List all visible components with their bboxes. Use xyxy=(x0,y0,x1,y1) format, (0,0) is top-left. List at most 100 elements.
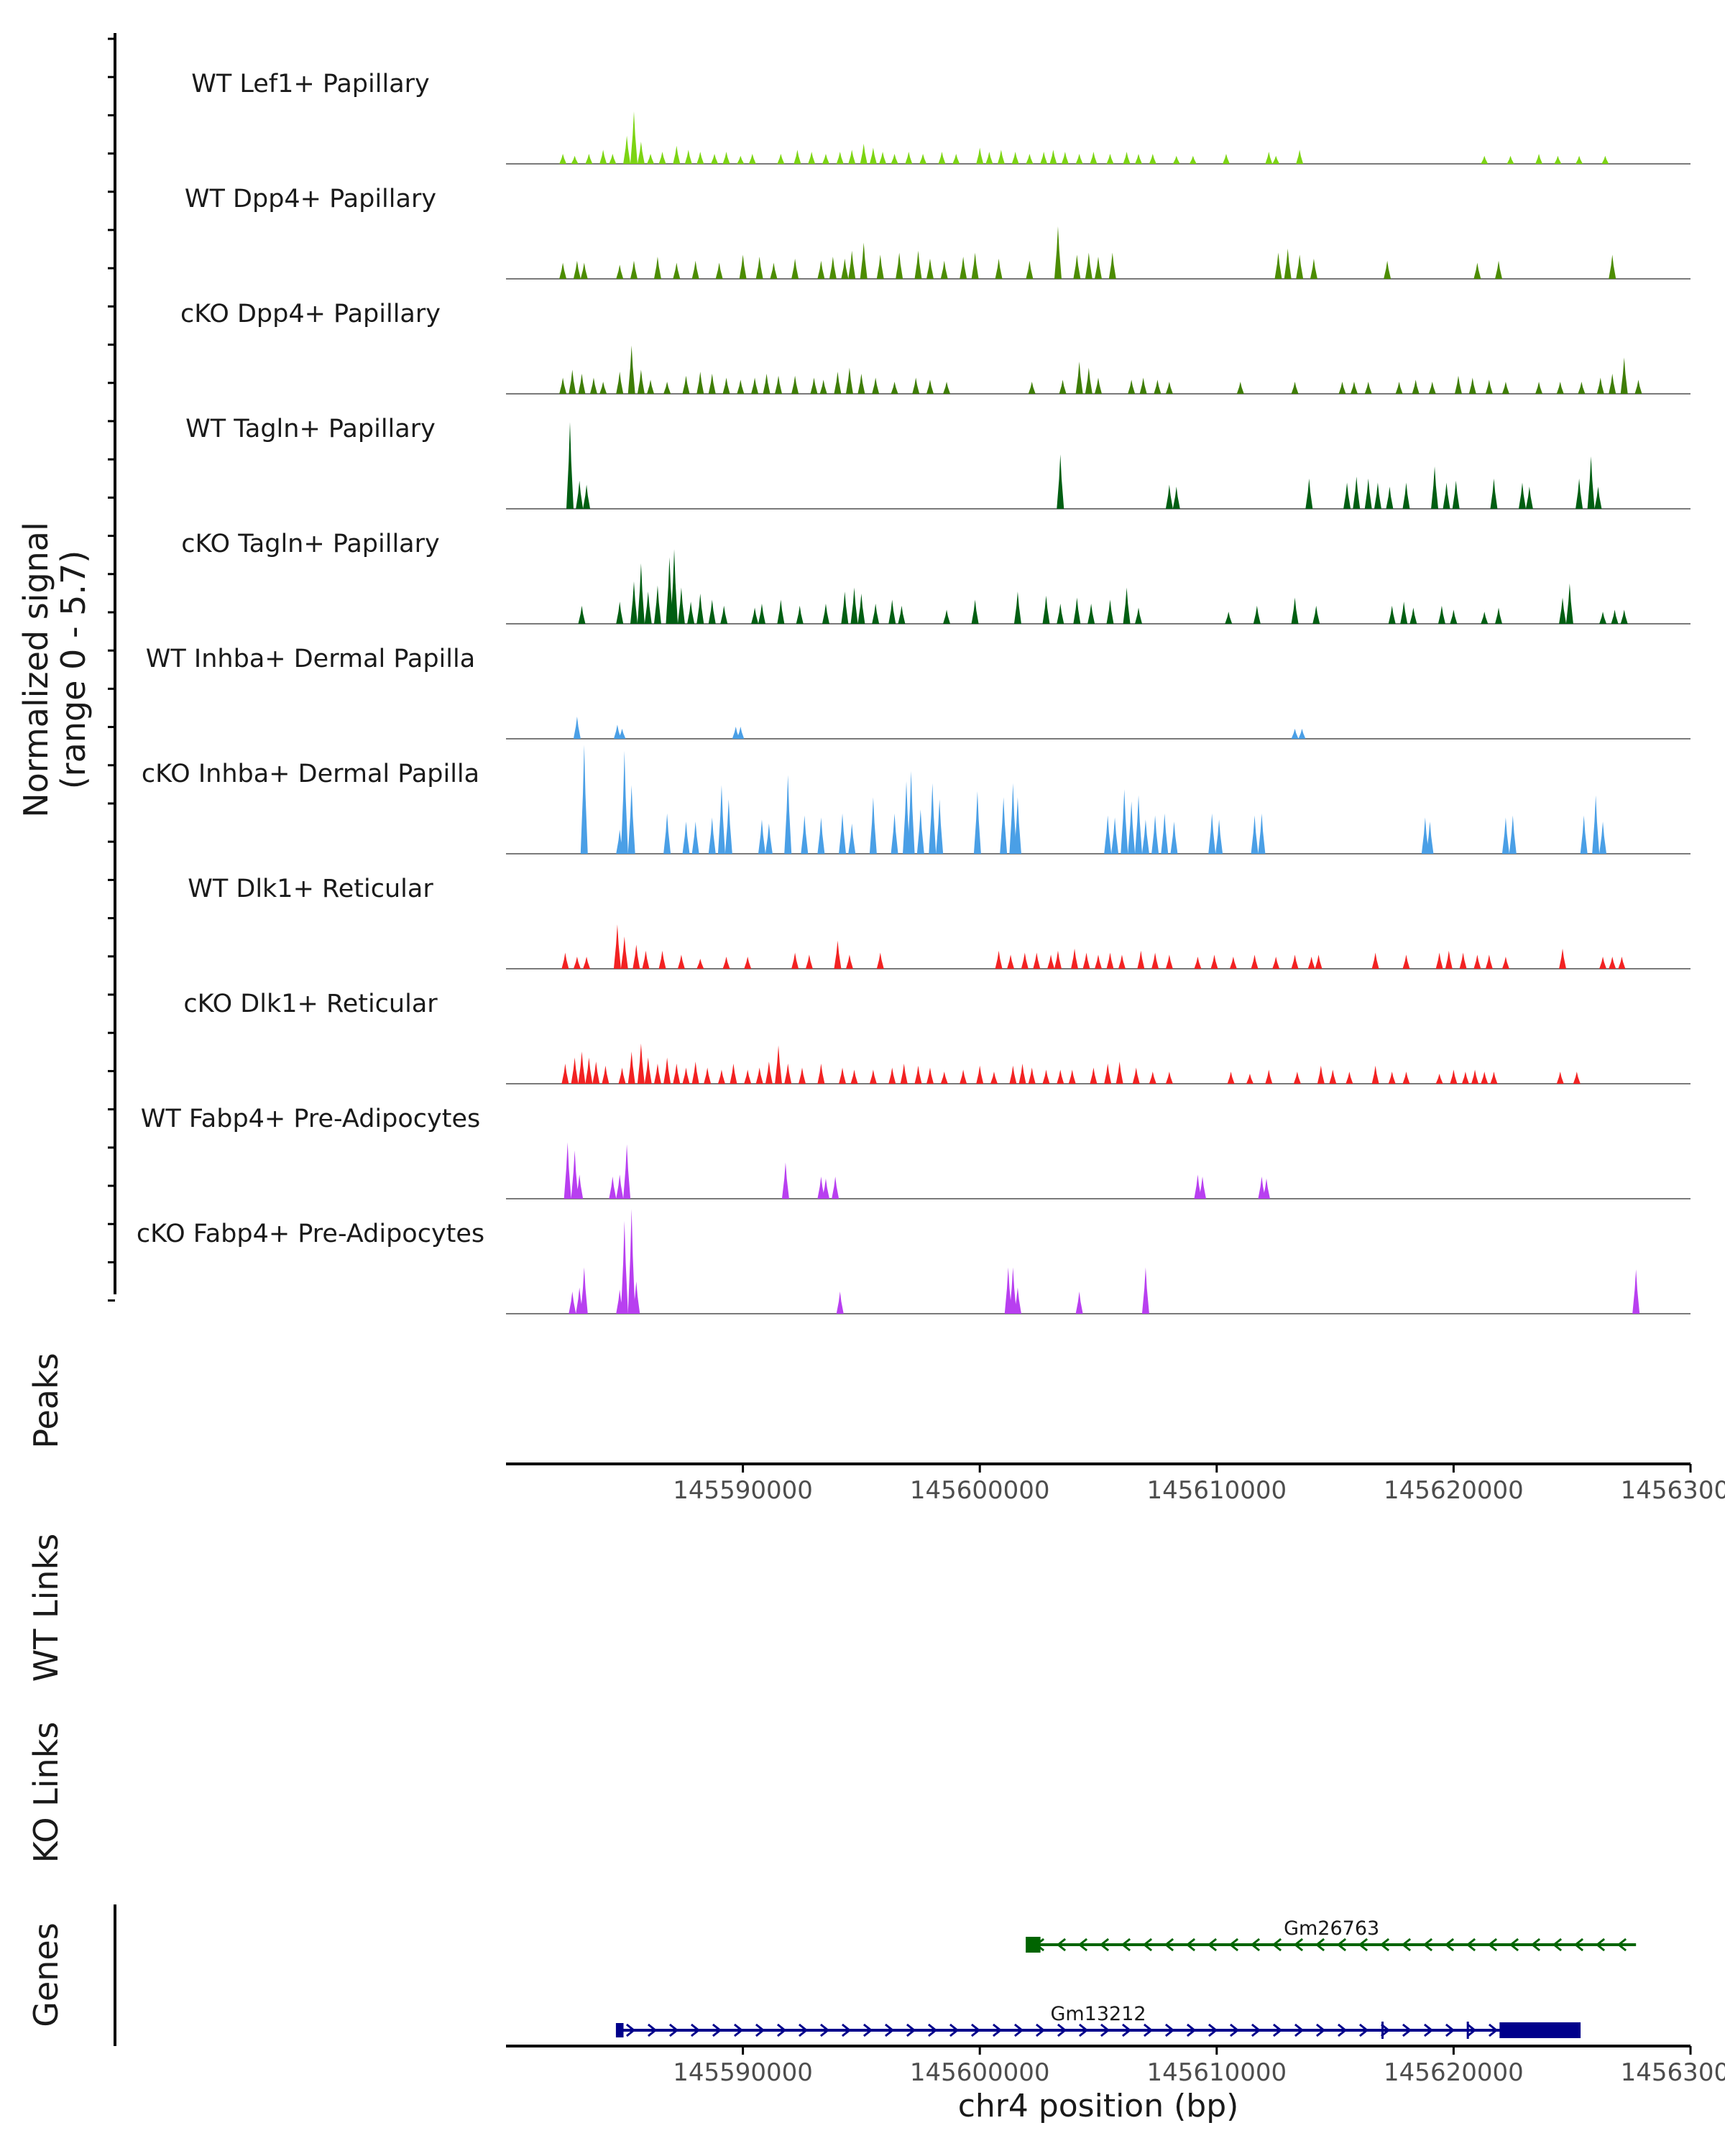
signal-peak xyxy=(682,375,690,394)
signal-peak xyxy=(1599,957,1607,969)
signal-peak xyxy=(616,602,624,624)
signal-peak xyxy=(770,262,778,279)
signal-peak xyxy=(876,254,884,279)
strand-arrow xyxy=(1488,2023,1499,2037)
strand-arrow xyxy=(776,2023,787,2037)
signal-peak xyxy=(1525,487,1533,509)
signal-peak xyxy=(637,369,645,394)
signal-peak xyxy=(848,823,856,854)
signal-peak xyxy=(609,153,617,164)
signal-peak xyxy=(912,377,920,394)
signal-peak xyxy=(1054,226,1062,279)
signal-peak xyxy=(682,1067,690,1084)
signal-peak xyxy=(1291,728,1299,739)
signal-peak xyxy=(1082,952,1090,969)
signal-peak xyxy=(739,254,747,279)
signal-peak xyxy=(1194,957,1202,969)
strand-arrow xyxy=(992,2023,1003,2037)
signal-peak xyxy=(1350,382,1358,394)
signal-peak xyxy=(653,257,661,279)
signal-peak xyxy=(711,153,719,164)
signal-peak xyxy=(580,745,588,854)
signal-peak xyxy=(571,1150,579,1199)
signal-peak xyxy=(630,111,638,164)
signal-peak xyxy=(1284,248,1292,279)
signal-peak xyxy=(580,1267,588,1314)
signal-peak xyxy=(1004,1267,1012,1314)
x-axis-title: chr4 position (bp) xyxy=(958,2088,1239,2124)
signal-peak xyxy=(1154,379,1162,394)
signal-peak xyxy=(1371,952,1379,969)
strand-arrow xyxy=(1380,2023,1391,2037)
signal-peak xyxy=(663,382,671,394)
signal-peak xyxy=(616,264,624,279)
signal-peak xyxy=(765,823,773,854)
strand-arrow xyxy=(970,2023,981,2037)
strand-arrow xyxy=(1573,1938,1584,1952)
signal-peak xyxy=(929,783,937,854)
signal-peak xyxy=(1364,382,1372,394)
signal-peak xyxy=(985,152,993,164)
signal-peak xyxy=(839,1067,847,1084)
signal-peak xyxy=(578,605,586,624)
strand-arrow xyxy=(1422,1938,1433,1952)
strand-arrow xyxy=(1379,1938,1390,1952)
signal-peak xyxy=(1054,950,1062,969)
strand-arrow xyxy=(1315,1938,1325,1952)
signal-peak xyxy=(1194,1174,1202,1199)
signal-peak xyxy=(1495,607,1503,624)
signal-peak xyxy=(1594,487,1602,509)
strand-arrow xyxy=(1487,1938,1498,1952)
signal-peak xyxy=(1026,153,1034,164)
signal-peak xyxy=(632,944,640,969)
signal-peak xyxy=(1132,1067,1140,1084)
signal-peak xyxy=(1596,377,1604,394)
signal-peak xyxy=(898,605,906,624)
signal-peak xyxy=(857,373,865,394)
track-label: WT Lef1+ Papillary xyxy=(191,70,430,98)
signal-peak xyxy=(1329,1069,1337,1084)
strand-arrow xyxy=(1445,2023,1455,2037)
signal-peak xyxy=(960,257,967,279)
signal-peak xyxy=(632,1281,640,1314)
signal-peak xyxy=(1609,957,1616,969)
signal-peak xyxy=(578,1051,586,1084)
signal-peak xyxy=(1386,487,1394,509)
signal-peak xyxy=(637,142,645,164)
signal-peak xyxy=(1009,1267,1017,1314)
signal-peak xyxy=(1108,252,1116,279)
signal-peak xyxy=(1443,482,1450,509)
signal-peak xyxy=(616,372,624,394)
signal-peak xyxy=(585,1057,593,1084)
signal-peak xyxy=(1049,149,1057,164)
signal-peak xyxy=(627,785,635,854)
signal-peak xyxy=(784,775,792,854)
signal-peak xyxy=(1556,1072,1564,1084)
signal-peak xyxy=(1104,815,1112,854)
signal-peak xyxy=(1580,815,1588,854)
strand-arrow xyxy=(798,2023,809,2037)
signal-peak xyxy=(602,1065,610,1084)
signal-peak xyxy=(1128,379,1136,394)
signal-peak xyxy=(869,797,877,854)
signal-peak xyxy=(687,602,695,624)
signal-peak xyxy=(1199,1176,1207,1199)
signal-peak xyxy=(940,260,948,279)
signal-peak xyxy=(730,1063,737,1084)
signal-peak xyxy=(995,258,1003,279)
signal-peak xyxy=(1040,152,1048,164)
signal-peak xyxy=(1353,476,1361,509)
signal-peak xyxy=(943,382,951,394)
signal-peak xyxy=(564,1142,571,1199)
signal-peak xyxy=(1013,797,1021,854)
signal-peak xyxy=(592,1061,600,1084)
signal-peak xyxy=(1428,382,1436,394)
signal-peak xyxy=(1481,612,1489,624)
strand-arrow xyxy=(1358,1938,1368,1952)
signal-peak xyxy=(589,377,597,394)
signal-peak xyxy=(1007,954,1015,969)
signal-peak xyxy=(663,813,671,854)
signal-peak xyxy=(1161,813,1169,854)
signal-peak xyxy=(829,257,837,279)
